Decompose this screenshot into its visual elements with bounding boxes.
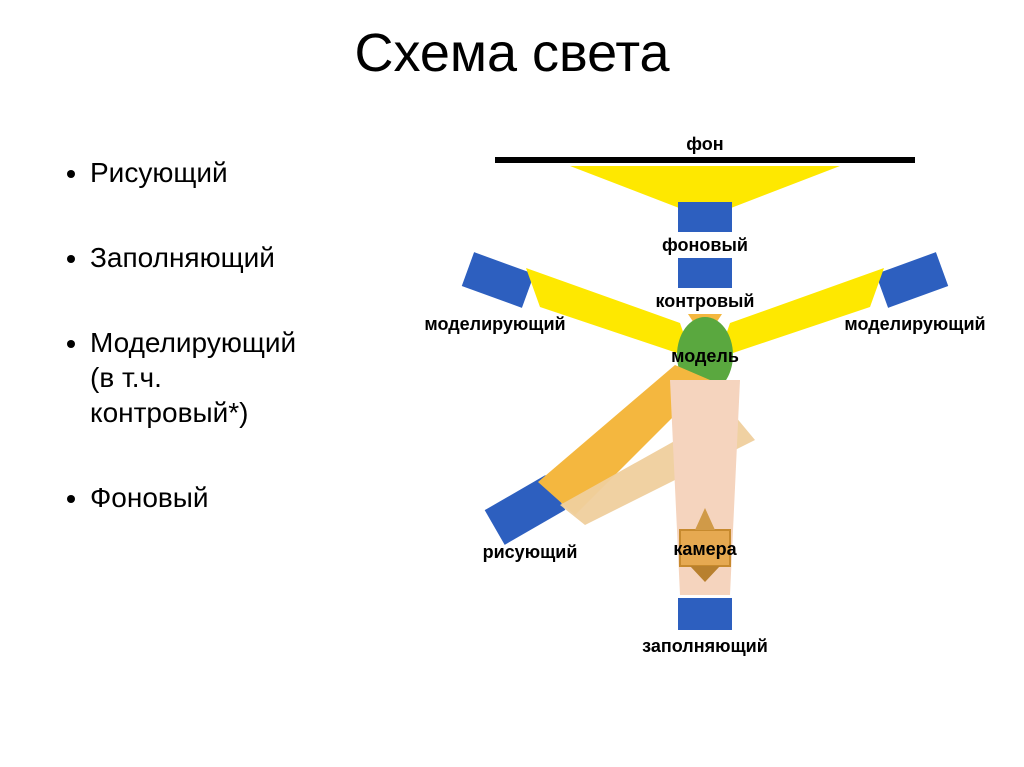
bullet-subtext: (в т.ч. [90, 360, 400, 395]
slide: Схема света Рисующий Заполняющий Моделир… [0, 0, 1024, 767]
bullet-list: Рисующий Заполняющий Моделирующий (в т.ч… [60, 155, 400, 565]
modeling-left-label: моделирующий [424, 314, 565, 334]
modeling-right-box [876, 252, 948, 308]
modeling-right-cone [718, 268, 884, 358]
backlight-box [678, 258, 732, 288]
model-label: модель [671, 346, 739, 366]
bullet-text: Рисующий [90, 157, 228, 188]
bullet-item: Рисующий [90, 155, 400, 190]
fill-light-label: заполняющий [642, 636, 768, 656]
fill-light-box [678, 598, 732, 630]
background-light-box [678, 202, 732, 232]
bullet-item: Заполняющий [90, 240, 400, 275]
background-light-label: фоновый [662, 235, 748, 255]
bullet-subtext: контровый*) [90, 395, 400, 430]
camera-label: камера [673, 539, 737, 559]
modeling-left-box [462, 252, 534, 308]
backlight-label: контровый [656, 291, 755, 311]
modeling-right-label: моделирующий [844, 314, 985, 334]
modeling-left-cone [526, 268, 692, 358]
slide-title: Схема света [0, 22, 1024, 84]
lighting-diagram: фон фоновый контровый моделирующий [420, 130, 990, 700]
background-label: фон [686, 134, 723, 154]
bullet-item: Моделирующий (в т.ч. контровый*) [90, 325, 400, 430]
bullet-text: Заполняющий [90, 242, 275, 273]
key-light-label: рисующий [483, 542, 578, 562]
bullet-text: Моделирующий [90, 327, 296, 358]
bullet-text: Фоновый [90, 482, 209, 513]
bullet-item: Фоновый [90, 480, 400, 515]
